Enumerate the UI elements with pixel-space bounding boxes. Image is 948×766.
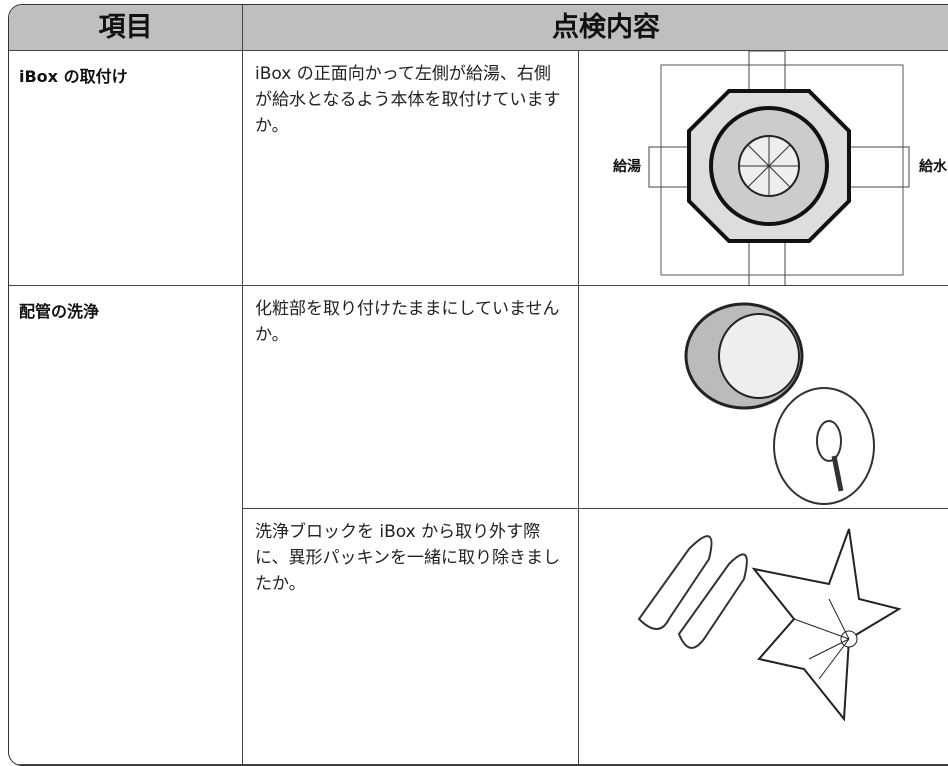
text-cell: 化粧部を取り付けたままにしていませんか。 — [243, 286, 579, 509]
label-cold: 給水 — [919, 158, 948, 175]
image-cell — [579, 509, 948, 765]
item-cell: 配管の洗浄 — [9, 286, 243, 765]
image-cell: 給湯 給水 — [579, 50, 948, 287]
block-drawing — [637, 528, 902, 722]
label-hot: 給湯 — [613, 158, 641, 175]
table: 項目 点検内容 iBox の取付け iBox の正面向かって左側が給湯、右側が給… — [8, 4, 948, 766]
header-content: 点検内容 — [243, 5, 948, 51]
item-cell: iBox の取付け — [9, 51, 243, 286]
text-cell: 洗浄ブロックを iBox から取り外す際に、異形パッキンを一緒に取り除きましたか… — [243, 509, 579, 765]
header-item: 項目 — [9, 5, 243, 51]
page: 項目 点検内容 iBox の取付け iBox の正面向かって左側が給湯、右側が給… — [8, 4, 948, 766]
image-cell — [579, 286, 948, 509]
text-cell: iBox の正面向かって左側が給湯、右側が給水となるよう本体を取付けていますか。 — [243, 51, 579, 286]
ibox-drawing: 給湯 給水 — [613, 50, 948, 287]
cover-drawing — [684, 302, 875, 505]
